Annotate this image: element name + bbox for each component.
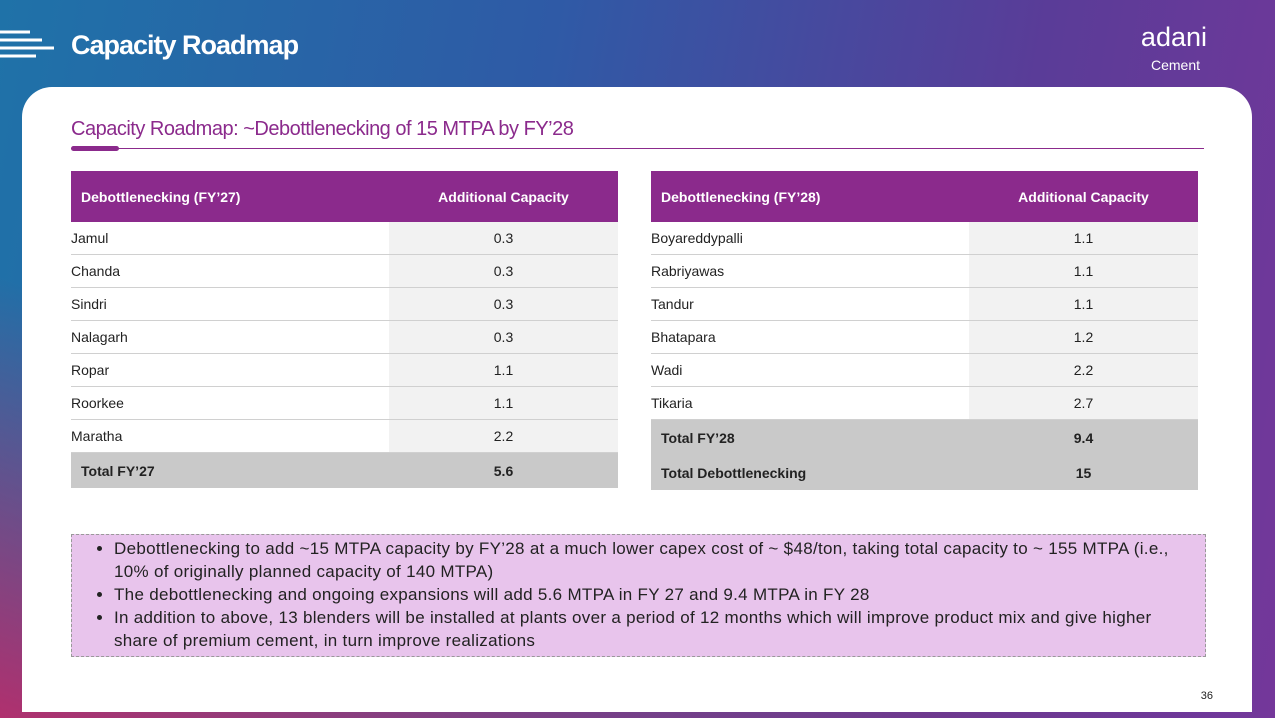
total-cell: Total FY’28 — [651, 419, 969, 455]
cell: 2.2 — [969, 353, 1198, 387]
cell: 1.1 — [969, 254, 1198, 288]
cell: Tandur — [651, 287, 969, 321]
notes: Debottlenecking to add ~15 MTPA capacity… — [71, 534, 1206, 657]
cell: 1.1 — [969, 287, 1198, 321]
cell: 1.2 — [969, 320, 1198, 354]
row: Sindri 0.3 — [71, 287, 618, 321]
row: Roorkee 1.1 — [71, 386, 618, 420]
total-row: Total Debottlenecking 15 — [651, 455, 1198, 490]
row: Tandur 1.1 — [651, 287, 1198, 321]
bullet: The debottlenecking and ongoing expansio… — [114, 583, 1197, 606]
cell: 1.1 — [389, 386, 618, 420]
logo: adani — [1140, 22, 1207, 52]
total-cell: 9.4 — [969, 419, 1198, 455]
cell: Jamul — [71, 222, 389, 255]
rule — [71, 148, 1204, 149]
logo-sub: Cement — [1150, 57, 1200, 73]
row: Ropar 1.1 — [71, 353, 618, 387]
row: Maratha 2.2 — [71, 419, 618, 453]
cell: 1.1 — [389, 353, 618, 387]
table: Debottlenecking (FY’27) Additional Capaci… — [71, 171, 618, 488]
cell: Roorkee — [71, 386, 389, 420]
cell: Tikaria — [651, 386, 969, 420]
column-header: Additional Capacity — [969, 171, 1198, 222]
cell: 0.3 — [389, 222, 618, 255]
column-header: Additional Capacity — [389, 171, 618, 222]
row: Wadi 2.2 — [651, 353, 1198, 387]
rule-accent — [71, 146, 119, 151]
page-number: 36 — [1200, 690, 1213, 702]
cell: Sindri — [71, 287, 389, 321]
cell: 0.3 — [389, 254, 618, 288]
cell: Boyareddypalli — [651, 222, 969, 255]
subtitle: Capacity Roadmap: ~Debottlenecking of 15… — [71, 118, 574, 140]
total-row: Total FY’27 5.6 — [71, 452, 618, 488]
cell: Ropar — [71, 353, 389, 387]
cell: Maratha — [71, 419, 389, 453]
cell: 0.3 — [389, 287, 618, 321]
total-cell: 15 — [969, 455, 1198, 490]
header-row: Debottlenecking (FY’28) Additional Capaci… — [651, 171, 1198, 222]
total-cell: Total FY’27 — [71, 452, 389, 488]
cell: Chanda — [71, 254, 389, 288]
cell: Rabriyawas — [651, 254, 969, 288]
row: Jamul 0.3 — [71, 222, 618, 255]
cell: Wadi — [651, 353, 969, 387]
cell: 1.1 — [969, 222, 1198, 255]
total-cell: 5.6 — [389, 452, 618, 488]
table: Debottlenecking (FY’28) Additional Capaci… — [651, 171, 1198, 490]
cell: 2.2 — [389, 419, 618, 453]
bullet: Debottlenecking to add ~15 MTPA capacity… — [114, 537, 1197, 583]
row: Tikaria 2.7 — [651, 386, 1198, 420]
cell: Bhatapara — [651, 320, 969, 354]
cell: 0.3 — [389, 320, 618, 354]
column-header: Debottlenecking (FY’28) — [651, 171, 969, 222]
row: Chanda 0.3 — [71, 254, 618, 288]
row: Bhatapara 1.2 — [651, 320, 1198, 354]
bullet: In addition to above, 13 blenders will b… — [114, 606, 1197, 652]
total-cell: Total Debottlenecking — [651, 455, 969, 490]
row: Boyareddypalli 1.1 — [651, 222, 1198, 255]
cell: 2.7 — [969, 386, 1198, 420]
title: Capacity Roadmap — [71, 30, 299, 60]
header-icon — [0, 30, 54, 58]
column-header: Debottlenecking (FY’27) — [71, 171, 389, 222]
total-row: Total FY’28 9.4 — [651, 419, 1198, 455]
row: Rabriyawas 1.1 — [651, 254, 1198, 288]
cell: Nalagarh — [71, 320, 389, 354]
header-row: Debottlenecking (FY’27) Additional Capaci… — [71, 171, 618, 222]
row: Nalagarh 0.3 — [71, 320, 618, 354]
